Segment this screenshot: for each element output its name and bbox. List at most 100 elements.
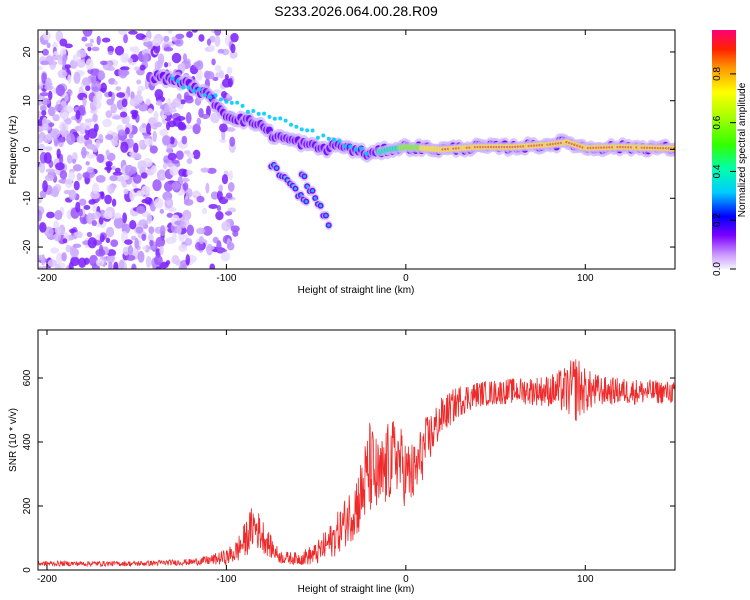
heatmap-cell [46, 211, 55, 219]
heatmap-cell [104, 194, 112, 205]
heatmap-cell [289, 122, 294, 127]
heatmap-cell [82, 172, 90, 179]
y-tick-label: 0 [22, 146, 33, 152]
heatmap-cell [202, 93, 207, 98]
heatmap-cell [83, 257, 90, 265]
heatmap-cell [57, 136, 66, 143]
y-tick-label: 20 [22, 46, 33, 58]
heatmap-cell [56, 148, 61, 159]
x-tick-label: 0 [403, 273, 409, 284]
heatmap-cell [175, 33, 185, 39]
heatmap-cell [68, 261, 74, 269]
heatmap-cell [221, 174, 229, 185]
x-tick-label: 100 [577, 574, 594, 585]
heatmap-cell [178, 168, 187, 177]
heatmap-cell [86, 231, 93, 238]
colorbar-tick-label: 0.2 [712, 213, 723, 227]
heatmap-cell [294, 124, 299, 129]
snr-frame [37, 329, 676, 571]
y-tick-label: 200 [22, 497, 33, 514]
heatmap-cell [136, 79, 142, 85]
heatmap-cell [92, 95, 98, 107]
heatmap-cell [97, 70, 106, 81]
heatmap-cell [283, 118, 288, 123]
heatmap-cell [52, 41, 58, 50]
heatmap-cell [229, 51, 238, 59]
heatmap-cell [166, 200, 172, 206]
heatmap-cell [78, 104, 86, 116]
heatmap-cell [47, 90, 53, 101]
heatmap-cell [145, 98, 151, 106]
heatmap-cell [319, 204, 323, 208]
heatmap-cell [40, 97, 50, 106]
heatmap-cell [205, 182, 210, 194]
heatmap-cell [138, 219, 148, 227]
heatmap-cell [181, 135, 188, 145]
heatmap-cell [93, 211, 101, 220]
heatmap-cell [85, 85, 91, 92]
heatmap-cell [123, 33, 128, 44]
heatmap-cell [364, 151, 369, 156]
heatmap-cell [137, 160, 147, 171]
heatmap-cell [136, 205, 146, 214]
snr-y-title: SNR (10 * v/v) [8, 408, 19, 472]
heatmap-cell [61, 123, 67, 134]
heatmap-cell [125, 127, 130, 135]
heatmap-cell [61, 111, 69, 121]
heatmap-cell [148, 226, 155, 235]
heatmap-cell [197, 87, 202, 92]
heatmap-cell [215, 210, 224, 221]
heatmap-cell [106, 249, 117, 257]
heatmap-cell [128, 30, 138, 35]
heatmap-cell [47, 259, 58, 267]
heatmap-cell [169, 136, 175, 145]
heatmap-cell [169, 165, 179, 176]
heatmap-cell [202, 114, 210, 119]
heatmap-cell [114, 167, 121, 173]
x-tick-label: 0 [403, 574, 409, 585]
heatmap-cell [226, 66, 233, 75]
heatmap-cell [50, 247, 60, 254]
heatmap-cell [111, 140, 119, 147]
heatmap-cell [81, 146, 87, 159]
heatmap-cell [120, 53, 130, 63]
heatmap-cell [127, 244, 134, 256]
heatmap-cell [38, 66, 43, 71]
heatmap-cell [219, 138, 227, 143]
heatmap-cell [304, 200, 308, 204]
heatmap-cell [302, 174, 306, 178]
heatmap-cell [209, 263, 216, 269]
heatmap-cell [38, 197, 43, 204]
heatmap-cell [153, 122, 159, 127]
heatmap-cell [149, 239, 154, 247]
heatmap-cell [220, 251, 231, 262]
heatmap-cell [210, 191, 219, 200]
heatmap-cell [41, 265, 48, 269]
heatmap-cell [155, 266, 162, 269]
heatmap-cell [214, 64, 222, 72]
heatmap-cell [38, 110, 42, 118]
spectrogram-x-axis: -200 -100 0 100 [37, 30, 594, 284]
heatmap-cell [40, 104, 47, 112]
heatmap-cell [171, 52, 182, 64]
heatmap-cell [38, 161, 46, 174]
heatmap-cell [54, 263, 61, 269]
heatmap-cell [135, 226, 144, 234]
heatmap-cell [171, 181, 181, 190]
heatmap-cell [110, 103, 117, 114]
heatmap-cell [132, 174, 142, 184]
heatmap-cell [85, 161, 90, 166]
heatmap-cell [163, 104, 170, 112]
heatmap-cell [201, 207, 208, 215]
heatmap-cell [86, 153, 97, 159]
heatmap-cell [162, 162, 168, 170]
heatmap-cell [187, 153, 195, 159]
y-tick-label: 10 [22, 95, 33, 107]
heatmap-cell [152, 130, 157, 143]
heatmap-cell [66, 154, 73, 164]
heatmap-cell [235, 100, 240, 105]
heatmap-cell [171, 232, 177, 243]
heatmap-cell [184, 238, 193, 246]
heatmap-cell [207, 44, 215, 52]
